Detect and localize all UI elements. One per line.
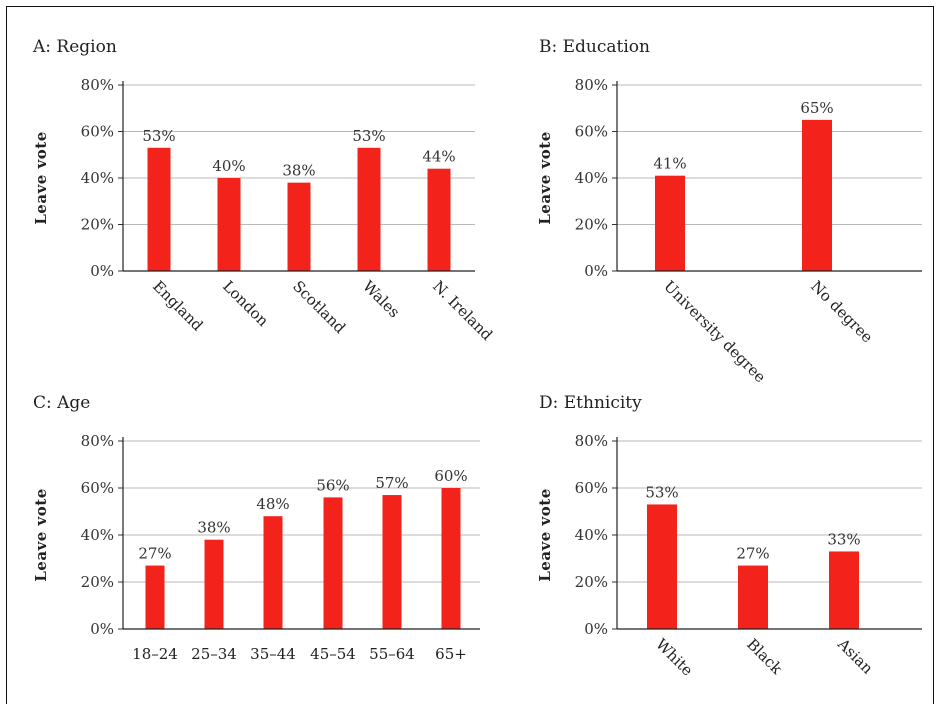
data-label: 33% <box>827 530 860 548</box>
bar <box>427 168 451 271</box>
bar <box>263 516 283 629</box>
bar <box>147 147 171 271</box>
data-label: 56% <box>316 476 349 494</box>
data-label: 44% <box>422 148 455 166</box>
bar <box>829 551 859 629</box>
bar <box>357 147 381 271</box>
y-tick-label: 60% <box>575 479 608 497</box>
x-category-label: 65+ <box>435 645 467 663</box>
data-label: 40% <box>212 157 245 175</box>
x-category-label: 25–34 <box>191 645 237 663</box>
data-label: 60% <box>434 467 467 485</box>
y-axis-label: Leave vote <box>32 131 50 224</box>
data-label: 53% <box>645 483 678 501</box>
y-tick-label: 60% <box>575 123 608 141</box>
data-label: 65% <box>800 99 833 117</box>
bar <box>441 488 461 629</box>
bar <box>738 565 768 629</box>
y-axis-label: Leave vote <box>32 488 50 581</box>
data-label: 38% <box>282 162 315 180</box>
y-tick-label: 40% <box>575 526 608 544</box>
y-tick-label: 40% <box>81 169 114 187</box>
y-tick-label: 80% <box>575 76 608 94</box>
bar <box>217 178 241 271</box>
x-category-label: 35–44 <box>250 645 296 663</box>
y-tick-label: 0% <box>584 620 608 638</box>
bar <box>382 495 402 629</box>
data-label: 41% <box>653 155 686 173</box>
y-tick-label: 40% <box>81 526 114 544</box>
panel-title: C: Age <box>33 393 90 413</box>
x-category-label: 18–24 <box>132 645 178 663</box>
panel-title: D: Ethnicity <box>539 393 642 413</box>
data-label: 48% <box>256 495 289 513</box>
y-tick-label: 20% <box>81 216 114 234</box>
y-tick-label: 0% <box>90 262 114 280</box>
bar <box>204 539 224 629</box>
y-tick-label: 20% <box>81 573 114 591</box>
data-label: 38% <box>197 519 230 537</box>
data-label: 53% <box>142 127 175 145</box>
panel-title: A: Region <box>32 37 117 57</box>
data-label: 57% <box>375 474 408 492</box>
data-label: 27% <box>736 545 769 563</box>
y-tick-label: 20% <box>575 573 608 591</box>
y-tick-label: 80% <box>81 432 114 450</box>
y-tick-label: 60% <box>81 123 114 141</box>
y-axis-label: Leave vote <box>536 488 554 581</box>
y-tick-label: 0% <box>90 620 114 638</box>
y-tick-label: 0% <box>584 262 608 280</box>
y-tick-label: 80% <box>575 432 608 450</box>
data-label: 53% <box>352 127 385 145</box>
bar <box>287 182 311 271</box>
y-tick-label: 80% <box>81 76 114 94</box>
bar <box>647 504 677 629</box>
x-category-label: 45–54 <box>310 645 356 663</box>
y-tick-label: 60% <box>81 479 114 497</box>
y-axis-label: Leave vote <box>536 131 554 224</box>
bar <box>145 565 165 629</box>
x-category-label: White <box>652 635 696 679</box>
bar <box>655 175 685 271</box>
x-category-label: 55–64 <box>369 645 415 663</box>
y-tick-label: 20% <box>575 216 608 234</box>
y-tick-label: 40% <box>575 169 608 187</box>
bar <box>323 497 343 629</box>
bar <box>802 119 832 271</box>
x-category-label: Asian <box>833 634 876 677</box>
panel-title: B: Education <box>539 37 650 57</box>
data-label: 27% <box>138 545 171 563</box>
x-category-label: Black <box>743 635 786 678</box>
